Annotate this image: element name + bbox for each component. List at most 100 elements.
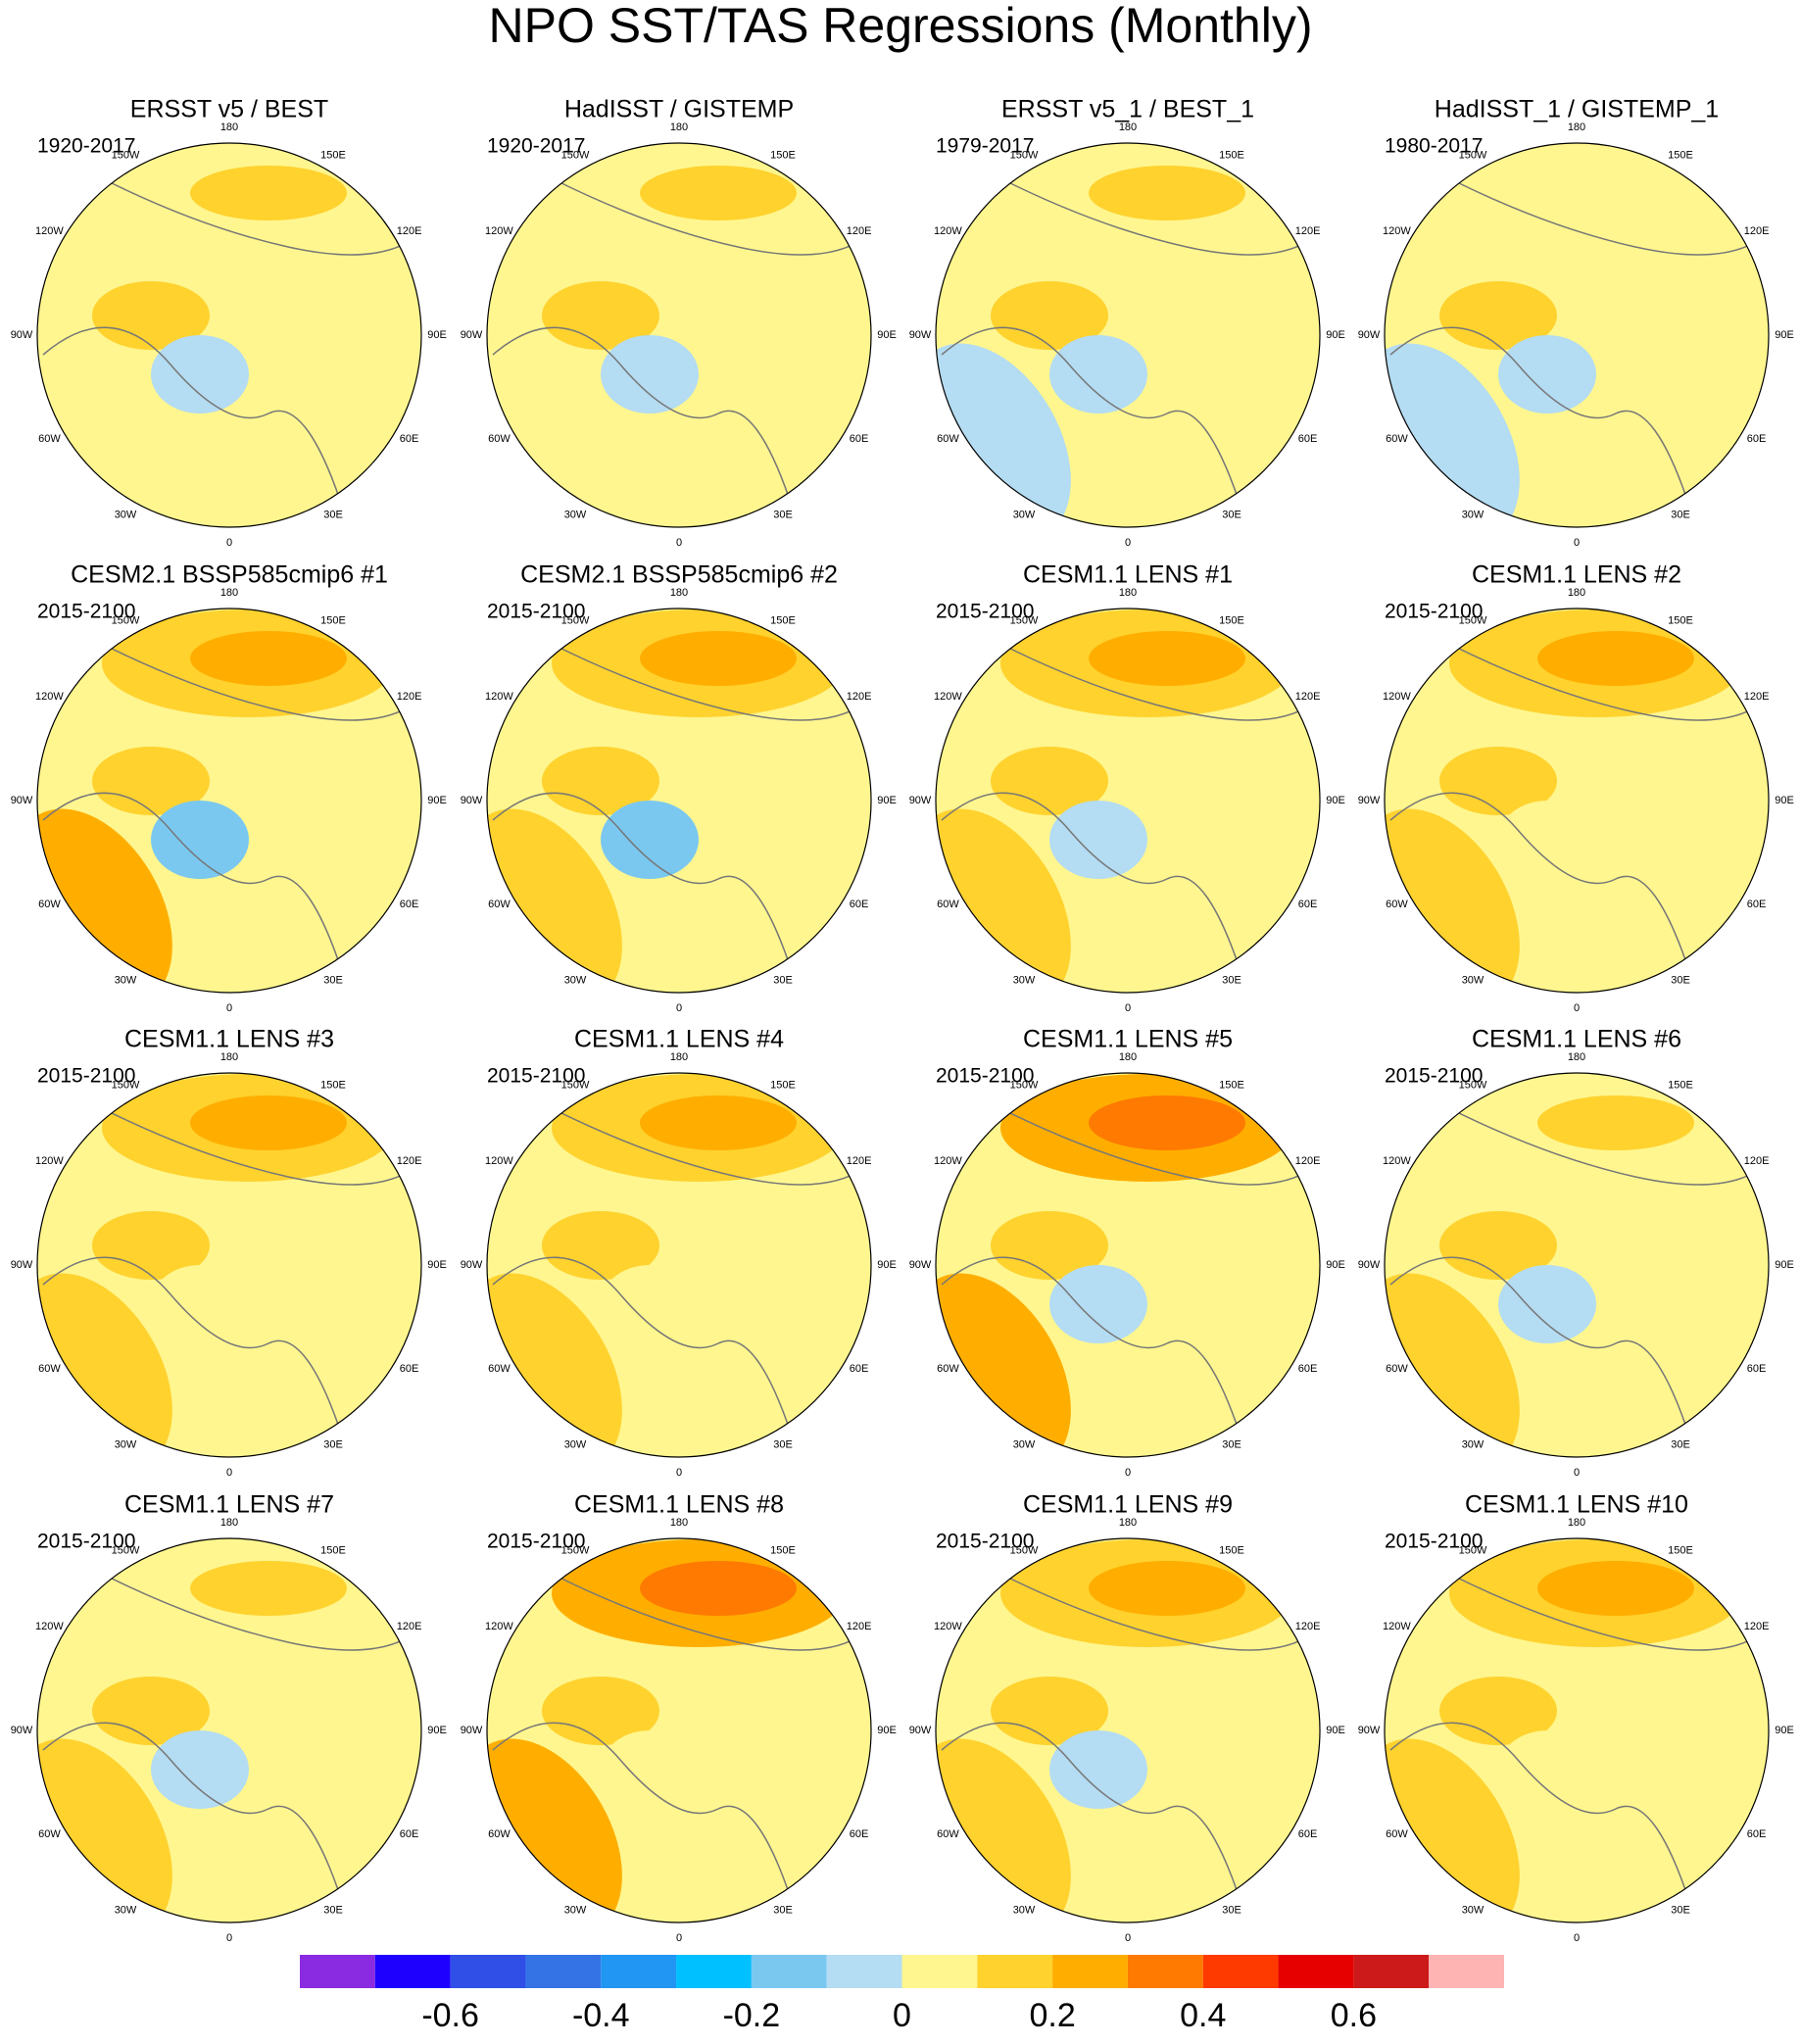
longitude-label: 90E — [877, 1725, 897, 1736]
longitude-label: 120E — [847, 1621, 872, 1632]
longitude-label: 90W — [1358, 1725, 1381, 1736]
longitude-label: 30W — [1462, 1905, 1485, 1917]
pacific-core — [190, 631, 347, 686]
longitude-label: 30W — [115, 975, 137, 987]
longitude-label: 120W — [1383, 691, 1411, 703]
map-field — [487, 1073, 871, 1457]
pacific-core — [640, 631, 797, 686]
longitude-label: 90W — [909, 795, 932, 806]
coastline — [999, 1107, 1315, 1186]
coastline — [101, 177, 416, 256]
map-field — [37, 608, 421, 993]
colorbar-box — [601, 1955, 677, 1988]
longitude-label: 60E — [400, 1828, 419, 1840]
longitude-label: 30E — [1671, 1439, 1690, 1451]
arctic-anomaly — [1049, 335, 1147, 414]
longitude-label: 150W — [561, 1544, 590, 1556]
colorbar-tick-label: 0.4 — [1180, 1997, 1226, 2034]
longitude-label: 120E — [1295, 691, 1321, 703]
longitude-label: 30W — [1013, 1905, 1036, 1917]
coastline — [492, 1256, 798, 1452]
map-border — [935, 1072, 1321, 1458]
canada-anomaly — [542, 747, 659, 815]
canada-anomaly — [542, 281, 659, 350]
longitude-label: 120W — [485, 691, 513, 703]
coastline — [551, 1573, 866, 1651]
longitude-label: 0 — [226, 1932, 232, 1944]
pacific-core — [640, 166, 797, 220]
panel-period: 1980-2017 — [1385, 135, 1483, 158]
map-border — [486, 1537, 872, 1923]
canada-anomaly — [991, 747, 1108, 815]
longitude-label: 120W — [1383, 1621, 1411, 1632]
longitude-label: 120E — [1744, 691, 1770, 703]
longitude-label: 30E — [773, 1905, 793, 1917]
colorbar-box — [1353, 1955, 1430, 1988]
longitude-label: 0 — [1574, 1467, 1580, 1479]
longitude-label: 0 — [676, 1002, 682, 1014]
panel-period: 1920-2017 — [37, 135, 135, 158]
longitude-label: 0 — [1125, 1467, 1131, 1479]
longitude-label: 30W — [564, 975, 587, 987]
map-panel: ERSST v5 / BEST 1920-2017 180 150E 120E 90E 60… — [11, 96, 447, 549]
longitude-label: 90W — [11, 795, 33, 806]
longitude-label: 0 — [1574, 537, 1580, 549]
longitude-label: 120E — [1295, 1155, 1321, 1167]
longitude-label: 150E — [1219, 1544, 1244, 1556]
longitude-label: 120W — [35, 1155, 64, 1167]
longitude-label: 120W — [35, 691, 64, 703]
map-field — [1385, 143, 1769, 527]
longitude-label: 150E — [1668, 1079, 1693, 1091]
longitude-label: 0 — [226, 1002, 232, 1014]
map-border — [36, 1072, 422, 1458]
longitude-label: 180 — [1119, 122, 1137, 133]
panel-period: 2015-2100 — [1385, 1531, 1483, 1553]
canada-anomaly — [92, 1211, 210, 1280]
arctic-anomaly — [1498, 1730, 1596, 1809]
longitude-label: 30E — [1671, 1905, 1690, 1917]
longitude-label: 120E — [397, 691, 422, 703]
longitude-label: 30E — [1222, 510, 1241, 521]
longitude-label: 0 — [1125, 1002, 1131, 1014]
longitude-label: 60E — [1747, 433, 1767, 445]
longitude-label: 90E — [1326, 329, 1345, 341]
longitude-label: 30E — [323, 510, 343, 521]
coastline — [42, 1722, 348, 1918]
pacific-core — [190, 1561, 347, 1616]
panel-title: CESM1.1 LENS #8 — [574, 1491, 784, 1519]
longitude-label: 90W — [909, 1725, 932, 1736]
longitude-label: 180 — [1119, 1051, 1137, 1063]
colorbar-tick-label: 0.2 — [1029, 1997, 1075, 2034]
map-border — [486, 1072, 872, 1458]
longitude-label: 120W — [485, 1155, 513, 1167]
longitude-label: 0 — [1574, 1932, 1580, 1944]
map-panel: CESM1.1 LENS #9 2015-2100 180 150E 120E 90E 60… — [909, 1491, 1345, 1944]
coastline — [101, 1107, 416, 1186]
longitude-label: 150W — [561, 614, 590, 626]
longitude-label: 30W — [1013, 975, 1036, 987]
longitude-label: 120W — [35, 225, 64, 237]
panel-period: 2015-2100 — [1385, 1065, 1483, 1088]
longitude-label: 150E — [320, 614, 346, 626]
longitude-label: 30W — [564, 1439, 587, 1451]
colorbar-tick-label: 0.6 — [1331, 1997, 1377, 2034]
longitude-label: 90W — [1358, 1259, 1381, 1271]
longitude-label: 120E — [847, 691, 872, 703]
longitude-label: 60W — [38, 1828, 61, 1840]
longitude-label: 30W — [115, 1439, 137, 1451]
map-panel: CESM2.1 BSSP585cmip6 #1 2015-2100 180 150E 1… — [11, 561, 447, 1014]
coastline — [1448, 643, 1764, 721]
longitude-label: 150E — [320, 1079, 346, 1091]
map-field — [936, 143, 1320, 527]
longitude-label: 90W — [461, 1259, 483, 1271]
longitude-label: 150W — [1459, 1544, 1487, 1556]
longitude-label: 120E — [1295, 225, 1321, 237]
panel-title: CESM1.1 LENS #9 — [1023, 1491, 1233, 1519]
colorbar-box — [826, 1955, 902, 1988]
colorbar-box — [374, 1955, 451, 1988]
map-border — [36, 1537, 422, 1923]
colorbar-box — [901, 1955, 978, 1988]
map-panel: HadISST / GISTEMP 1920-2017 180 150E 120E 90E… — [461, 96, 897, 549]
longitude-label: 30E — [1222, 1439, 1241, 1451]
panel-period: 2015-2100 — [936, 1531, 1034, 1553]
